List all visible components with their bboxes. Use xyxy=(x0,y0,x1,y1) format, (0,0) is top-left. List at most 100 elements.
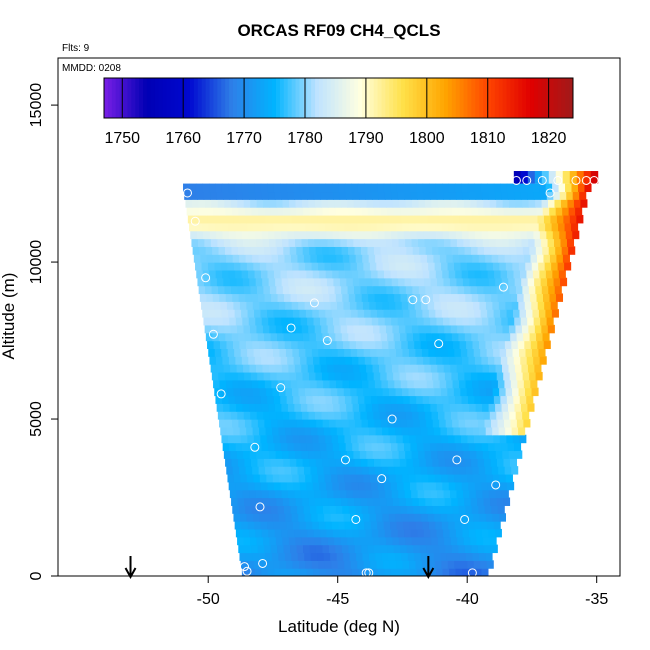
heatmap-cell xyxy=(418,536,426,546)
heatmap-cell xyxy=(217,238,225,247)
heatmap-cell xyxy=(501,277,509,287)
heatmap-cell xyxy=(418,285,426,295)
heatmap-cell xyxy=(291,426,299,436)
heatmap-cell xyxy=(445,458,453,467)
heatmap-cell xyxy=(366,450,374,459)
heatmap-cell xyxy=(259,426,267,436)
heatmap-cell xyxy=(535,199,543,208)
heatmap-cell xyxy=(386,497,394,506)
heatmap-cell xyxy=(425,497,433,506)
heatmap-cell xyxy=(225,458,233,467)
heatmap-cell xyxy=(328,371,336,381)
heatmap-cell xyxy=(573,199,581,208)
heatmap-cell xyxy=(427,214,435,224)
heatmap-cell xyxy=(491,254,499,263)
heatmap-cell xyxy=(208,309,216,318)
heatmap-cell xyxy=(331,521,339,530)
heatmap-cell xyxy=(334,536,342,546)
heatmap-cell xyxy=(272,301,280,310)
heatmap-cell xyxy=(249,238,257,247)
heatmap-cell xyxy=(364,568,372,576)
heatmap-cell xyxy=(507,191,516,200)
heatmap-cell xyxy=(532,309,540,318)
heatmap-cell xyxy=(314,536,322,546)
heatmap-cell xyxy=(468,442,476,452)
heatmap-cell xyxy=(268,191,276,200)
heatmap-cell xyxy=(340,536,348,546)
heatmap-cell xyxy=(431,450,439,459)
heatmap-cell xyxy=(422,269,430,279)
heatmap-cell xyxy=(393,332,401,342)
heatmap-cell xyxy=(426,379,434,389)
heatmap-cell xyxy=(437,450,445,459)
heatmap-cell xyxy=(440,387,448,397)
heatmap-cell xyxy=(357,222,365,232)
heatmap-cell xyxy=(409,309,417,318)
heatmap-cell xyxy=(271,552,279,561)
heatmap-cell xyxy=(256,497,265,506)
heatmap-cell xyxy=(438,497,446,506)
heatmap-cell xyxy=(335,419,343,428)
heatmap-cell xyxy=(226,379,234,389)
heatmap-cell xyxy=(461,481,469,491)
heatmap-cell xyxy=(460,348,468,357)
heatmap-cell xyxy=(329,466,337,475)
heatmap-cell xyxy=(369,426,377,436)
heatmap-cell xyxy=(514,317,522,326)
heatmap-cell xyxy=(334,324,342,334)
heatmap-cell xyxy=(356,426,364,436)
heatmap-cell xyxy=(333,489,341,499)
heatmap-cell xyxy=(393,207,401,216)
heatmap-cell xyxy=(346,191,354,200)
heatmap-cell xyxy=(302,246,310,255)
heatmap-cell xyxy=(294,489,302,499)
heatmap-cell xyxy=(354,285,362,295)
heatmap-cell xyxy=(238,379,247,389)
heatmap-cell xyxy=(455,395,463,404)
heatmap-cell xyxy=(495,364,503,373)
heatmap-cell xyxy=(242,317,250,326)
heatmap-cell xyxy=(343,387,351,397)
colorbar-swatch xyxy=(471,78,476,118)
heatmap-cell xyxy=(250,246,258,255)
heatmap-cell xyxy=(198,199,206,208)
colorbar-swatch xyxy=(487,78,492,118)
heatmap-cell xyxy=(484,246,492,255)
heatmap-cell xyxy=(518,387,526,397)
heatmap-cell xyxy=(301,238,309,247)
heatmap-cell xyxy=(320,403,328,412)
heatmap-cell xyxy=(478,419,486,428)
colorbar-tick-label: 1800 xyxy=(409,130,445,147)
heatmap-cell xyxy=(361,207,369,216)
heatmap-cell xyxy=(514,442,522,452)
heatmap-cell xyxy=(383,348,391,357)
heatmap-cell xyxy=(261,403,270,412)
heatmap-cell xyxy=(499,473,507,483)
heatmap-cell xyxy=(438,332,447,342)
heatmap-cell xyxy=(237,285,245,295)
heatmap-cell xyxy=(275,324,283,334)
heatmap-cell xyxy=(391,442,399,452)
heatmap-cell xyxy=(528,285,536,295)
heatmap-cell xyxy=(584,183,592,193)
heatmap-cell xyxy=(279,348,287,357)
colorbar-swatch xyxy=(275,78,281,118)
heatmap-cell xyxy=(220,262,229,271)
heatmap-cell xyxy=(528,324,536,334)
heatmap-cell xyxy=(472,426,480,436)
heatmap-cell xyxy=(333,403,341,412)
heatmap-cell xyxy=(321,411,329,420)
observation-point xyxy=(511,175,521,185)
heatmap-cell xyxy=(537,340,545,349)
heatmap-cell xyxy=(509,199,517,208)
heatmap-cell xyxy=(381,293,389,302)
heatmap-cell xyxy=(212,293,220,302)
colorbar-swatch xyxy=(264,78,269,118)
heatmap-cell xyxy=(508,277,516,287)
heatmap-cell xyxy=(220,301,228,310)
heatmap-cell xyxy=(283,544,291,554)
observation-point xyxy=(182,188,192,198)
heatmap-cell xyxy=(449,442,457,452)
heatmap-cell xyxy=(363,348,371,357)
heatmap-cell xyxy=(257,458,265,467)
